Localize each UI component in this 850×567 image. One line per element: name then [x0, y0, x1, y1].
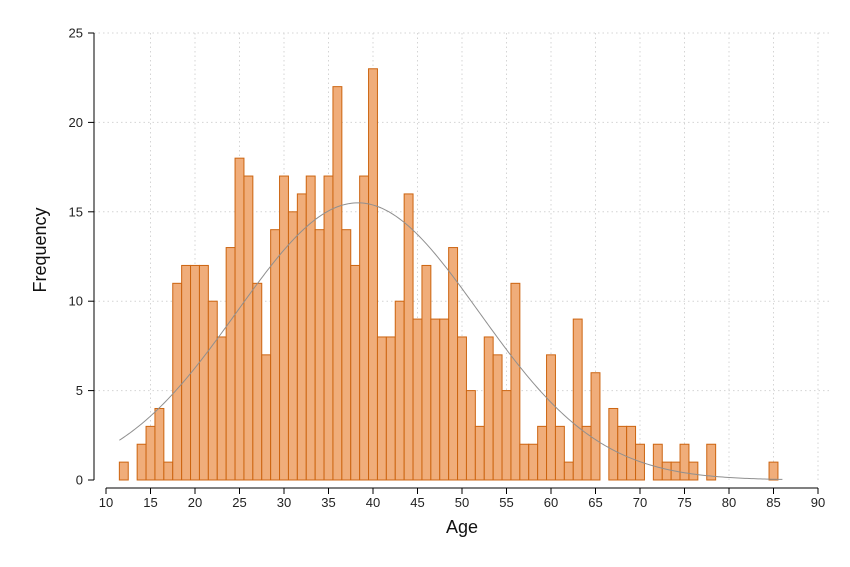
histogram-bar	[394, 300, 405, 481]
x-tick-label: 65	[588, 495, 602, 510]
histogram-bar	[385, 336, 396, 481]
x-tick-label: 15	[143, 495, 157, 510]
y-tick-label: 15	[69, 204, 83, 219]
histogram-bar	[279, 175, 289, 481]
histogram-bar	[225, 247, 236, 481]
histogram-bar	[421, 264, 432, 481]
histogram-bar	[359, 175, 370, 481]
histogram-bar	[376, 336, 387, 481]
histogram-bar	[296, 193, 307, 481]
histogram-bar	[510, 282, 521, 481]
histogram-bar	[430, 318, 441, 481]
x-axis-ticks: 10 15 20 25 30 35 40 45 50 55 60 65 70 75 80 85 90	[99, 488, 825, 510]
histogram-bar	[403, 193, 414, 481]
y-tick-label: 5	[76, 383, 83, 398]
y-tick-label: 0	[76, 473, 83, 488]
histogram-bar	[768, 461, 779, 481]
histogram-bar	[368, 68, 378, 481]
histogram-bar	[706, 443, 717, 481]
x-tick-label: 90	[811, 495, 825, 510]
histogram-bar	[688, 461, 699, 481]
x-tick-label: 55	[499, 495, 513, 510]
y-tick-label: 10	[69, 294, 83, 309]
histogram-bar	[652, 443, 663, 481]
histogram-bar	[198, 264, 209, 481]
histogram-bar	[661, 461, 672, 481]
histogram-bar	[608, 407, 619, 481]
x-tick-label: 50	[455, 495, 469, 510]
y-axis-title: Frequency	[30, 207, 50, 292]
histogram-bar	[528, 443, 539, 481]
histogram-bar	[145, 425, 156, 481]
x-tick-label: 40	[366, 495, 380, 510]
histogram-bar	[252, 282, 263, 481]
histogram-bar	[483, 336, 494, 481]
histogram-bar	[216, 336, 227, 481]
histogram-bar	[679, 443, 690, 481]
normal-density-curve	[119, 202, 783, 480]
histogram-bar	[501, 390, 512, 481]
histogram-bar	[234, 157, 245, 481]
histogram-bar	[305, 175, 316, 481]
histogram-bar	[457, 336, 467, 481]
histogram-bar	[172, 282, 183, 481]
histogram-bar	[546, 354, 556, 481]
x-tick-label: 30	[277, 495, 291, 510]
histogram-bar	[287, 211, 298, 481]
histogram-bar	[563, 461, 574, 481]
x-tick-label: 70	[633, 495, 647, 510]
y-tick-label: 20	[69, 115, 83, 130]
histogram-bars	[118, 68, 779, 481]
histogram-bar	[519, 443, 530, 481]
histogram-bar	[448, 247, 459, 481]
histogram-bar	[581, 425, 592, 481]
histogram-bar	[350, 264, 361, 481]
y-axis-ticks: 0 5 10 15 20 25	[69, 26, 94, 488]
histogram-bar	[261, 354, 272, 481]
histogram-bar	[474, 425, 485, 481]
histogram-bar	[572, 318, 583, 481]
x-tick-label: 85	[766, 495, 780, 510]
x-tick-label: 80	[722, 495, 736, 510]
histogram-bar	[163, 461, 174, 481]
histogram-bar	[439, 318, 450, 481]
x-tick-label: 60	[544, 495, 558, 510]
histogram-bar	[154, 407, 165, 481]
x-axis-title: Age	[446, 517, 478, 537]
histogram-bar	[118, 461, 129, 481]
x-tick-label: 25	[232, 495, 246, 510]
histogram-bar	[492, 354, 503, 481]
y-tick-label: 25	[69, 26, 83, 41]
histogram-bar	[590, 372, 601, 481]
histogram-bar	[465, 390, 476, 481]
histogram-bar	[626, 425, 637, 481]
histogram-bar	[537, 425, 548, 481]
histogram-bar	[207, 300, 218, 481]
histogram-bar	[181, 264, 192, 481]
x-tick-label: 20	[188, 495, 202, 510]
histogram-bar	[341, 229, 352, 481]
x-tick-label: 35	[321, 495, 335, 510]
histogram-bar	[412, 318, 423, 481]
x-tick-label: 45	[410, 495, 424, 510]
histogram-bar	[332, 86, 343, 481]
histogram-bar	[323, 175, 334, 481]
histogram-bar	[243, 175, 254, 481]
x-tick-label: 75	[677, 495, 691, 510]
histogram-bar	[554, 425, 565, 481]
histogram-bar	[270, 229, 281, 481]
x-tick-label: 10	[99, 495, 113, 510]
histogram-bar	[190, 264, 200, 481]
histogram-bar	[136, 443, 147, 481]
histogram-bar	[314, 229, 325, 481]
